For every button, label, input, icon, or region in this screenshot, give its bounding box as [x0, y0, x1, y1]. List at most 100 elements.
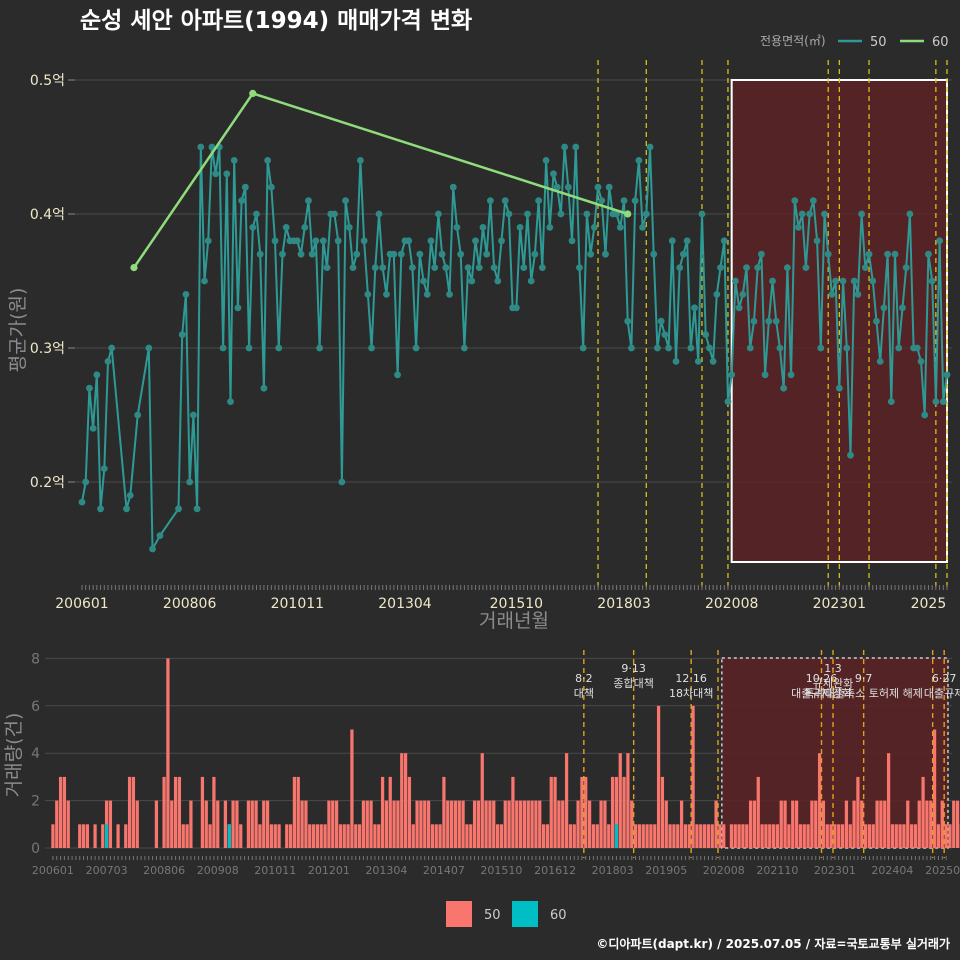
series-50-point — [657, 317, 665, 325]
series-50-point — [82, 478, 90, 486]
bar-50 — [365, 800, 369, 848]
bar-50 — [664, 800, 668, 848]
series-50-point — [100, 465, 108, 472]
series-50-point — [375, 210, 383, 218]
series-50-point — [78, 498, 86, 506]
bar-50 — [135, 800, 139, 848]
bar-50 — [342, 824, 346, 848]
bar-50 — [55, 800, 59, 848]
series-50-point — [861, 264, 869, 271]
x-tick-label: 202506 — [925, 864, 960, 877]
series-50-point — [557, 210, 565, 218]
bar-50 — [423, 800, 427, 848]
bar-50 — [449, 800, 454, 848]
series-50-point — [301, 224, 309, 231]
series-50-point — [108, 344, 116, 352]
series-50-point — [397, 250, 405, 258]
bar-50 — [591, 824, 596, 848]
bar-50 — [85, 824, 90, 848]
series-50-point — [754, 264, 762, 271]
series-50-point — [267, 183, 275, 191]
series-50-point — [843, 344, 851, 352]
series-50-point — [780, 384, 788, 392]
series-50-point — [720, 237, 728, 245]
policy-date-label: 9·13 — [621, 662, 646, 675]
x-tick-label: 201905 — [645, 864, 687, 877]
series-50-point — [865, 250, 873, 258]
series-50-point — [746, 344, 754, 352]
bar-50 — [380, 776, 385, 848]
bar-50 — [457, 800, 461, 848]
bar-50 — [334, 800, 339, 848]
series-50-point — [412, 344, 420, 352]
bar-50 — [396, 800, 400, 848]
bar-50 — [484, 800, 488, 848]
bar-50 — [729, 824, 734, 848]
series-50-point — [371, 264, 379, 271]
bar-50 — [837, 824, 841, 848]
series-50-point — [282, 224, 290, 231]
bar-50 — [258, 824, 262, 848]
series-50-point — [483, 250, 491, 258]
bar-50 — [488, 800, 492, 848]
series-50-point — [312, 237, 320, 245]
series-50-point — [605, 183, 613, 191]
y-tick-label: 8 — [31, 651, 40, 667]
series-50-point — [193, 505, 201, 513]
series-50-point — [542, 157, 550, 164]
series-50-point — [713, 291, 721, 298]
series-50-point — [149, 545, 156, 553]
series-50-point — [345, 224, 353, 231]
series-50-point — [739, 291, 747, 298]
bar-50 — [779, 800, 783, 848]
series-50-point — [928, 277, 936, 285]
x-tick-label: 202110 — [756, 864, 798, 877]
y-tick-label: 0.3억 — [30, 341, 65, 357]
legend-title: 전용면적(㎡) — [760, 34, 826, 48]
bar-50 — [645, 824, 649, 848]
series-50-point — [650, 250, 658, 258]
series-50-point — [93, 371, 101, 379]
series-50-point — [538, 264, 546, 271]
bar-50 — [898, 824, 902, 848]
bar-50 — [208, 824, 212, 848]
bar-50 — [672, 824, 676, 848]
series-50-point — [379, 264, 387, 271]
series-50-point — [524, 210, 531, 218]
series-50-point — [698, 210, 706, 218]
series-50-point — [583, 210, 591, 218]
bar-50 — [300, 800, 304, 848]
policy-name-label: 특례대출축소 토허제 해제 — [805, 686, 923, 700]
bar-50 — [802, 824, 806, 848]
bar-50 — [852, 800, 856, 848]
bar-50 — [526, 800, 530, 848]
series-50-point — [706, 344, 713, 352]
series-50-point — [123, 505, 130, 513]
bar-50 — [392, 800, 396, 848]
bar-50 — [737, 824, 741, 848]
bar-50 — [296, 776, 300, 848]
x-tick-label: 202301 — [813, 596, 866, 612]
bar-50 — [292, 776, 297, 848]
bar-50 — [81, 824, 86, 848]
bar-50 — [250, 800, 254, 848]
bar-50 — [534, 800, 538, 848]
policy-name-label: 대출규제강화 — [791, 687, 852, 700]
bar-50 — [871, 824, 875, 848]
bar-50 — [323, 824, 327, 848]
series-50-point — [256, 250, 264, 258]
bar-50 — [419, 800, 423, 848]
bar-50 — [446, 800, 450, 848]
series-50-point — [531, 250, 539, 258]
series-50-point — [490, 264, 498, 271]
bar-50 — [361, 800, 366, 848]
bar-50 — [239, 824, 243, 848]
series-50-point — [238, 197, 246, 205]
series-50-point — [683, 237, 691, 245]
series-50-point — [501, 197, 509, 205]
bar-50 — [599, 800, 603, 848]
top-legend: 전용면적(㎡) 50 60 — [760, 34, 949, 50]
bar-50 — [124, 824, 128, 848]
bar-50 — [879, 800, 883, 848]
series-50-point — [594, 183, 602, 191]
